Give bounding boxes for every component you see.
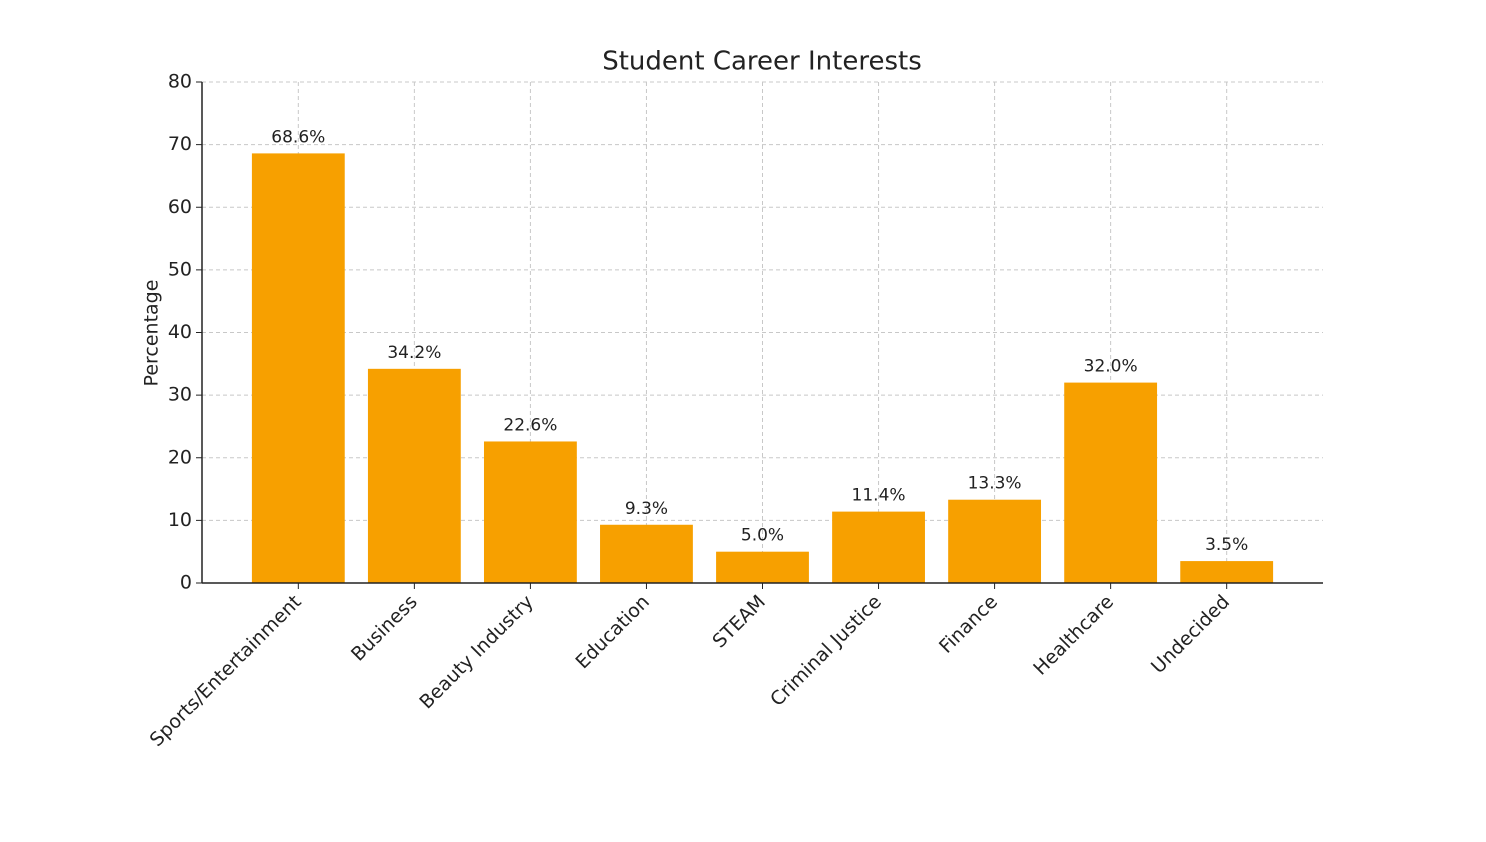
bar [251,153,345,583]
value-label: 22.6% [503,415,557,435]
y-tick-label: 40 [168,321,192,343]
y-tick-label: 0 [180,572,192,594]
bar [832,511,925,583]
x-tick-label: Finance [935,591,1002,658]
x-tick-label: Undecided [1147,591,1234,678]
x-tick-label: Education [571,591,653,673]
y-axis-label: Percentage [141,280,163,387]
bar [948,499,1042,583]
value-label: 9.3% [625,499,668,519]
value-label: 5.0% [741,526,784,546]
x-tick-label: Beauty Industry [415,591,538,714]
bar [1064,382,1158,583]
bar [600,524,693,583]
value-label: 68.6% [271,127,325,147]
y-tick-label: 70 [168,133,192,155]
x-tick-label: Criminal Justice [766,591,886,711]
value-label: 3.5% [1205,535,1248,555]
value-label: 32.0% [1084,357,1138,377]
y-tick-label: 10 [168,509,192,531]
bar [716,551,809,583]
value-label: 11.4% [852,486,906,506]
bar [483,441,577,583]
chart-title: Student Career Interests [602,47,922,77]
x-tick-label: Sports/Entertainment [146,591,306,751]
value-label: 34.2% [387,343,441,363]
value-label: 13.3% [968,474,1022,494]
y-tick-label: 80 [168,71,192,93]
x-tick-label: Business [347,591,422,666]
bar [367,368,461,583]
y-tick-label: 60 [168,196,192,218]
y-tick-label: 30 [168,384,192,406]
bar [1180,561,1274,583]
x-tick-label: STEAM [708,591,770,653]
y-tick-label: 20 [168,446,192,468]
y-tick-label: 50 [168,258,192,280]
x-tick-label: Healthcare [1029,591,1118,680]
